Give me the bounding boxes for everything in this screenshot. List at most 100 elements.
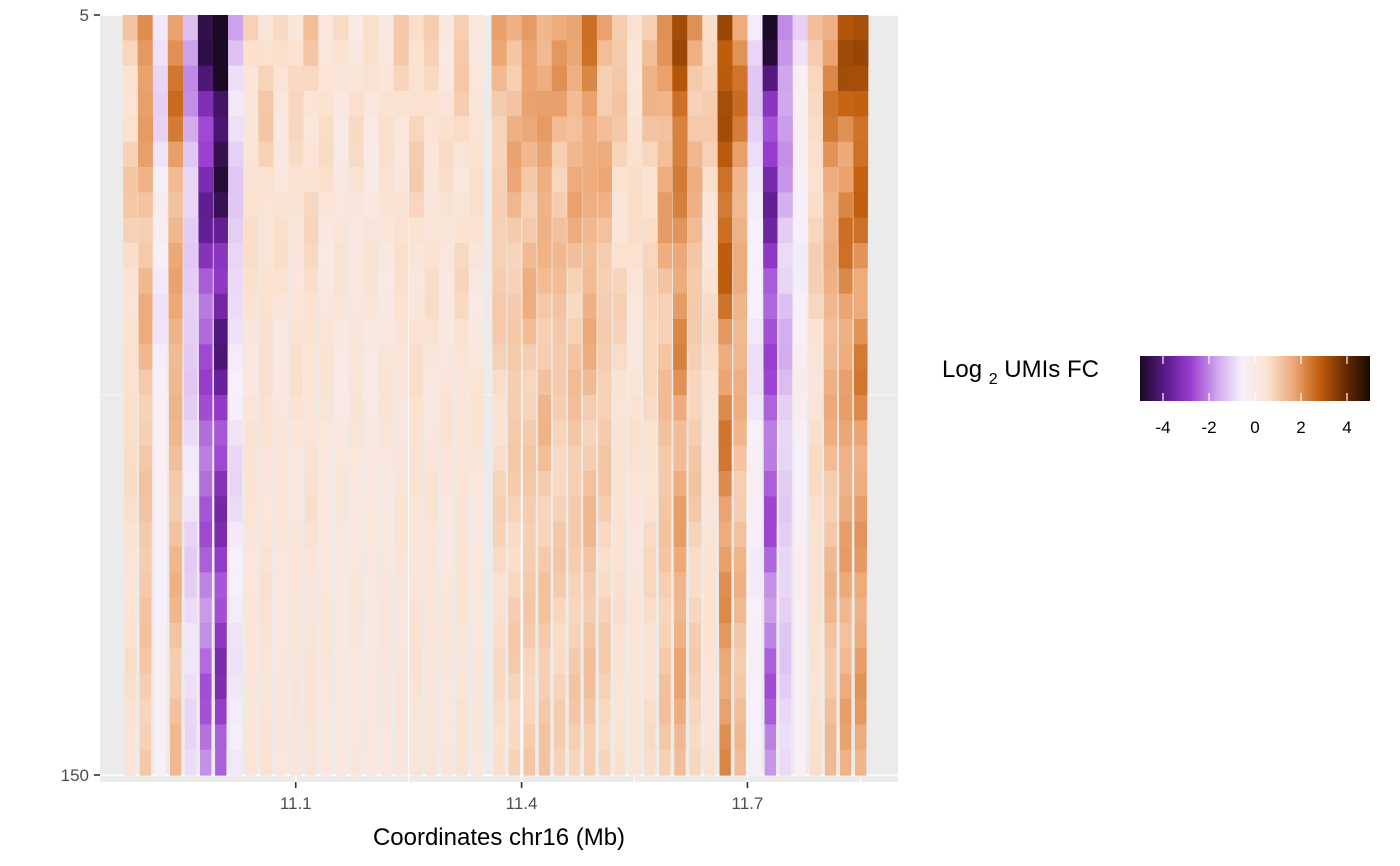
heatmap-cell bbox=[598, 521, 612, 548]
heatmap-cell bbox=[853, 268, 868, 295]
heatmap-cell bbox=[492, 293, 507, 320]
heatmap-cell bbox=[424, 217, 439, 244]
heatmap-cell bbox=[718, 496, 732, 523]
heatmap-cell bbox=[198, 167, 214, 193]
heatmap-cell bbox=[614, 749, 626, 776]
heatmap-cell bbox=[808, 445, 823, 472]
heatmap-cell bbox=[794, 572, 807, 599]
heatmap-cell bbox=[522, 420, 537, 447]
heatmap-cell bbox=[568, 547, 581, 573]
heatmap-cell bbox=[258, 243, 274, 269]
heatmap-cell bbox=[440, 471, 454, 497]
heatmap-cell bbox=[275, 699, 287, 725]
heatmap-cell bbox=[794, 699, 807, 725]
heatmap-cell bbox=[169, 445, 183, 472]
heatmap-cell bbox=[228, 293, 243, 320]
heatmap-cell bbox=[822, 15, 839, 41]
heatmap-cell bbox=[409, 420, 424, 447]
heatmap-cell bbox=[628, 496, 642, 523]
heatmap-cell bbox=[349, 243, 364, 269]
heatmap-cell bbox=[320, 699, 332, 725]
heatmap-cell bbox=[455, 547, 468, 573]
heatmap-cell bbox=[469, 192, 485, 219]
heatmap-cell bbox=[303, 65, 319, 92]
heatmap-cell bbox=[199, 623, 212, 649]
heatmap-cell bbox=[303, 243, 319, 269]
heatmap-cell bbox=[123, 344, 138, 371]
heatmap-cell bbox=[748, 293, 763, 320]
heatmap-cell bbox=[658, 344, 672, 371]
heatmap-cell bbox=[733, 369, 747, 396]
heatmap-cell bbox=[168, 344, 183, 371]
heatmap-cell bbox=[380, 648, 393, 675]
heatmap-cell bbox=[453, 40, 470, 67]
heatmap-cell bbox=[717, 167, 733, 193]
heatmap-cell bbox=[123, 243, 138, 269]
heatmap-cell bbox=[733, 445, 747, 472]
heatmap-cell bbox=[823, 293, 838, 320]
heatmap-cell bbox=[627, 116, 643, 143]
heatmap-cell bbox=[273, 141, 289, 168]
heatmap-cell bbox=[274, 319, 288, 345]
heatmap-cell bbox=[213, 217, 228, 244]
heatmap-cell bbox=[290, 623, 303, 649]
heatmap-cell bbox=[659, 673, 671, 700]
heatmap-cell bbox=[439, 344, 454, 371]
heatmap-cell bbox=[628, 623, 641, 649]
heatmap-cell bbox=[627, 40, 643, 67]
heatmap-cell bbox=[469, 141, 485, 168]
heatmap-cell bbox=[334, 521, 348, 548]
heatmap-cell bbox=[124, 597, 137, 624]
heatmap-cell bbox=[597, 344, 612, 371]
heatmap-cell bbox=[567, 268, 582, 295]
heatmap-cell bbox=[614, 724, 626, 751]
heatmap-cell bbox=[349, 471, 363, 497]
heatmap-cell bbox=[732, 91, 748, 117]
heatmap-cell bbox=[733, 319, 748, 345]
heatmap-cell bbox=[674, 673, 686, 700]
heatmap-cell bbox=[538, 749, 551, 776]
heatmap-cell bbox=[658, 445, 672, 472]
heatmap-cell bbox=[273, 167, 289, 193]
heatmap-cell bbox=[763, 344, 778, 371]
heatmap-cell bbox=[364, 395, 379, 421]
heatmap-cell bbox=[138, 141, 153, 168]
heatmap-cell bbox=[508, 597, 521, 624]
heatmap-cell bbox=[290, 673, 302, 700]
heatmap-cell bbox=[228, 65, 244, 92]
heatmap-cell bbox=[153, 395, 168, 421]
heatmap-cell bbox=[425, 699, 438, 725]
heatmap-cell bbox=[567, 420, 582, 447]
heatmap-cell bbox=[628, 369, 642, 396]
heatmap-cell bbox=[393, 65, 410, 92]
heatmap-cell bbox=[508, 724, 521, 751]
heatmap-cell bbox=[258, 192, 274, 219]
heatmap-cell bbox=[230, 724, 242, 751]
heatmap-cell bbox=[167, 91, 184, 117]
heatmap-cell bbox=[522, 192, 537, 219]
heatmap-cell bbox=[423, 15, 440, 41]
heatmap-cell bbox=[553, 724, 566, 751]
heatmap-cell bbox=[763, 445, 777, 472]
heatmap-cell bbox=[657, 293, 672, 320]
heatmap-cell bbox=[732, 15, 749, 41]
heatmap-cell bbox=[762, 40, 779, 67]
heatmap-cell bbox=[454, 319, 469, 345]
heatmap-cell bbox=[290, 724, 302, 751]
heatmap-cell bbox=[823, 344, 838, 371]
heatmap-cell bbox=[123, 445, 137, 472]
heatmap-cell bbox=[139, 547, 152, 573]
heatmap-cell bbox=[303, 91, 319, 117]
heatmap-cell bbox=[568, 699, 581, 725]
heatmap-cell bbox=[350, 597, 363, 624]
heatmap-cell bbox=[538, 699, 551, 725]
heatmap-cell bbox=[627, 344, 642, 371]
heatmap-cell bbox=[349, 293, 364, 320]
heatmap-cell bbox=[259, 496, 273, 523]
heatmap-cell bbox=[379, 243, 394, 269]
heatmap-cell bbox=[837, 15, 854, 41]
heatmap-cell bbox=[228, 268, 243, 295]
heatmap-cell bbox=[184, 648, 197, 675]
heatmap-cell bbox=[168, 268, 183, 295]
heatmap-cell bbox=[363, 167, 379, 193]
